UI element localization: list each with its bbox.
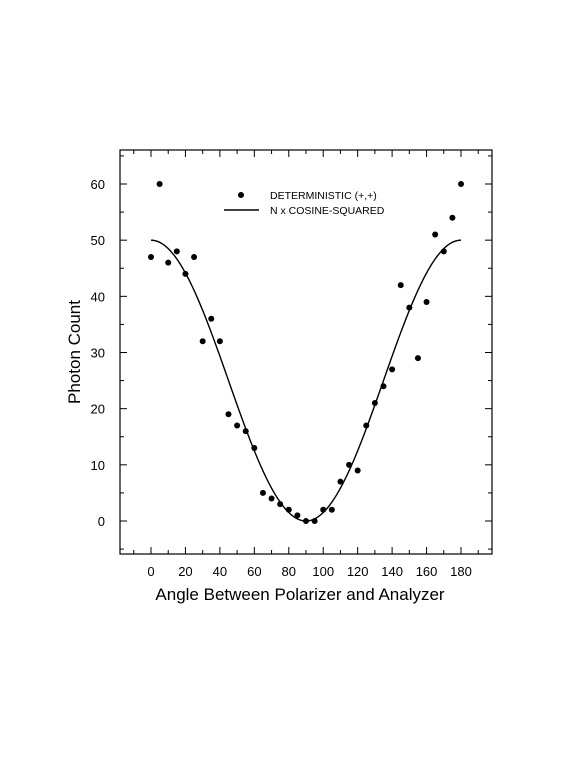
data-point	[328, 506, 335, 513]
data-point	[406, 304, 413, 311]
data-point	[208, 315, 215, 322]
data-point	[268, 495, 275, 502]
data-points	[148, 181, 464, 524]
x-tick-label: 20	[178, 564, 192, 579]
data-point	[165, 259, 172, 266]
data-point	[371, 400, 378, 407]
data-point	[380, 383, 387, 390]
data-point	[363, 422, 370, 429]
legend-label-deterministic: DETERMINISTIC (+,+)	[270, 190, 377, 202]
legend-marker-dot	[238, 192, 244, 198]
data-point	[191, 254, 198, 261]
data-point	[397, 282, 404, 289]
data-point	[173, 248, 180, 255]
data-point	[216, 338, 223, 345]
data-point	[199, 338, 206, 345]
data-point	[458, 181, 464, 187]
y-tick-label: 40	[91, 289, 105, 304]
data-point	[432, 231, 439, 238]
data-point	[389, 366, 396, 373]
cosine-squared-curve	[150, 239, 462, 522]
x-tick-label: 120	[347, 564, 369, 579]
data-point	[320, 506, 327, 513]
legend-label-cosine: N x COSINE-SQUARED	[270, 205, 385, 217]
x-tick-label: 180	[450, 564, 472, 579]
y-tick-label: 50	[91, 233, 105, 248]
x-tick-label: 40	[213, 564, 227, 579]
y-tick-label: 10	[91, 458, 105, 473]
axis-ticks	[120, 150, 492, 554]
x-tick-label: 0	[147, 564, 154, 579]
data-point	[182, 270, 189, 277]
y-tick-label: 20	[91, 402, 105, 417]
x-tick-label: 160	[416, 564, 438, 579]
data-point	[242, 428, 249, 435]
y-tick-label: 30	[91, 346, 105, 361]
data-point	[414, 355, 421, 362]
data-point	[234, 422, 241, 429]
x-tick-label: 80	[282, 564, 296, 579]
y-axis-title: Photon Count	[65, 300, 84, 404]
data-point	[225, 411, 232, 418]
data-point	[346, 461, 353, 468]
data-point	[156, 181, 163, 187]
y-tick-label: 0	[98, 514, 105, 529]
x-tick-label: 60	[247, 564, 261, 579]
y-tick-label: 60	[91, 177, 105, 192]
data-point	[337, 478, 344, 485]
data-point	[259, 489, 266, 496]
legend: DETERMINISTIC (+,+) N x COSINE-SQUARED	[224, 190, 385, 217]
data-point	[303, 518, 309, 524]
data-point	[251, 444, 258, 451]
data-point	[354, 467, 361, 474]
x-axis-title: Angle Between Polarizer and Analyzer	[155, 585, 445, 604]
data-point	[294, 512, 301, 519]
tick-labels: 0 20 40 60 80 100 120 140 160 180 0 10 20 30 40 50 60	[91, 177, 472, 579]
data-point	[285, 506, 292, 513]
x-tick-label: 140	[381, 564, 403, 579]
data-point	[440, 248, 447, 255]
data-point	[277, 501, 284, 508]
data-point	[311, 518, 318, 524]
data-point	[148, 254, 154, 261]
data-point	[423, 298, 430, 305]
data-point	[449, 214, 456, 221]
x-tick-label: 100	[312, 564, 334, 579]
